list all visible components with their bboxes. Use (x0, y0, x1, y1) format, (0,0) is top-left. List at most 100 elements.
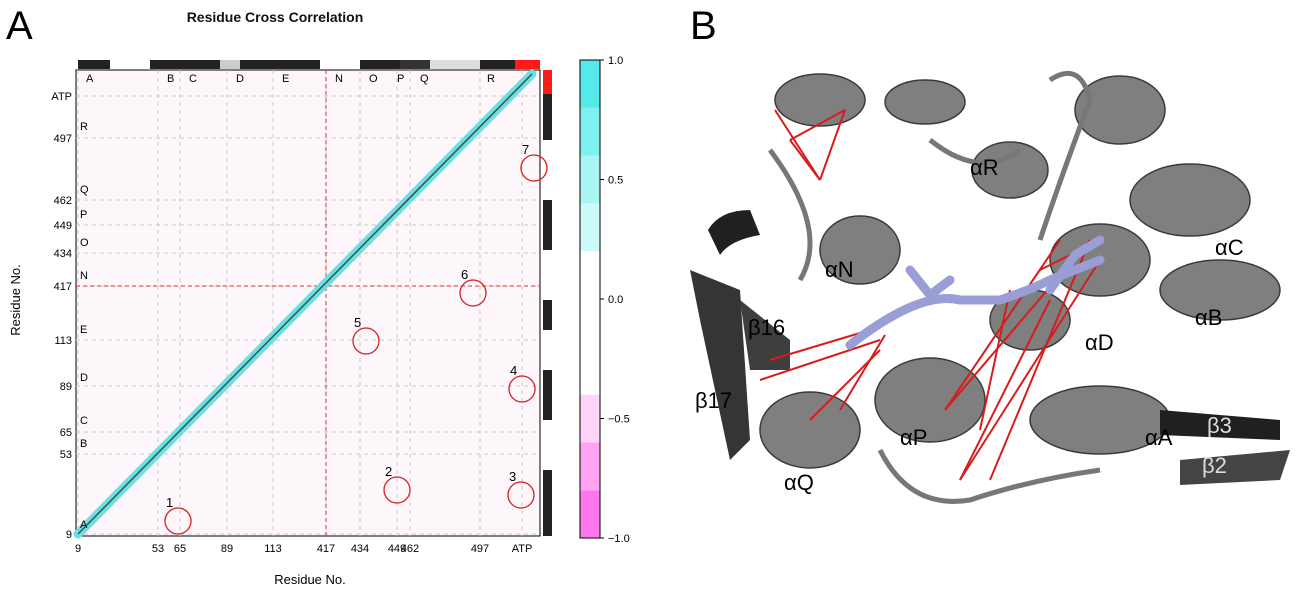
strand-shape (1160, 410, 1280, 440)
colorbar-segment (580, 60, 600, 108)
marker-circle (352, 327, 380, 355)
x-axis-label: Residue No. (274, 572, 346, 587)
region-bar-segment (150, 60, 220, 69)
label-beta-17: β17 (695, 388, 732, 413)
contact-line (979, 289, 1011, 431)
contact-line (789, 109, 846, 141)
strand-shape (708, 210, 760, 255)
strand-shape (1180, 450, 1290, 485)
marker-circle (164, 507, 192, 535)
y-tick-label: 434 (54, 248, 72, 260)
region-bar-segment (480, 60, 515, 69)
region-bar-segment (543, 300, 552, 330)
marker-circle (507, 481, 535, 509)
y-tick-label: 449 (54, 220, 72, 232)
x-tick-label: 65 (174, 543, 186, 555)
diagonal-core (77, 73, 533, 535)
ligand-stick (845, 255, 1105, 350)
helix-shape (759, 391, 861, 469)
contact-line (959, 299, 1051, 481)
region-label: E (80, 324, 87, 336)
strand-shape (690, 270, 750, 460)
y-axis-label: Residue No. (8, 264, 23, 336)
x-tick-label: 417 (317, 543, 335, 555)
region-label: E (282, 73, 289, 85)
label-beta-3: β3 (1207, 413, 1232, 438)
region-label: Q (420, 73, 429, 85)
loop-shape (877, 448, 1101, 504)
marker-circle (508, 375, 536, 403)
loop-shape (1037, 70, 1093, 241)
helix-shape (971, 141, 1049, 199)
colorbar-tick-label: 0.0 (608, 294, 623, 306)
x-tick-label: 53 (152, 543, 164, 555)
label-alpha-a: αA (1145, 425, 1173, 450)
region-label: O (369, 73, 378, 85)
region-label: C (189, 73, 197, 85)
region-bar-segment (543, 70, 552, 94)
region-bar-segment (543, 250, 552, 300)
region-label: B (167, 73, 174, 85)
helix-shape (819, 215, 901, 285)
chart-title: Residue Cross Correlation (186, 9, 364, 25)
region-bar-segment (400, 60, 430, 69)
y-tick-label: 89 (60, 381, 72, 393)
region-label: N (80, 270, 88, 282)
marker-circle (383, 476, 411, 504)
y-tick-label: 65 (60, 427, 72, 439)
region-bar-segment (543, 470, 552, 536)
marker-label: 7 (522, 142, 529, 157)
region-label: D (80, 372, 88, 384)
colorbar-tick-label: −1.0 (608, 533, 630, 545)
x-tick-label: 9 (75, 543, 81, 555)
marker-label: 4 (510, 363, 517, 378)
contact-line (819, 109, 846, 181)
region-label: R (487, 73, 495, 85)
marker-circle (520, 154, 548, 182)
region-label: B (80, 438, 87, 450)
region-label: A (80, 519, 88, 531)
colorbar-segment (580, 442, 600, 491)
label-alpha-r: αR (970, 155, 999, 180)
colorbar-tick-label: 0.5 (608, 175, 623, 187)
region-bar-segment (360, 60, 400, 69)
y-tick-label: 53 (60, 449, 72, 461)
y-tick-label: 462 (54, 195, 72, 207)
loop-shape (928, 138, 1022, 166)
region-label: R (80, 121, 88, 133)
marker-label: 3 (509, 469, 516, 484)
helix-shape (1074, 75, 1166, 145)
ligand-stick (905, 265, 955, 302)
region-bar-segment (220, 60, 240, 69)
marker-circle (459, 279, 487, 307)
region-label: P (80, 209, 87, 221)
loop-shape (767, 148, 813, 282)
colorbar-segment (580, 203, 600, 252)
marker-label: 2 (385, 464, 392, 479)
region-bar-segment (430, 60, 480, 69)
region-bar-segment (320, 60, 360, 69)
x-tick-label: ATP (512, 543, 533, 555)
y-tick-label: 113 (54, 335, 72, 347)
helix-shape (774, 73, 866, 127)
colorbar-segment (580, 155, 600, 204)
colorbar-segment (580, 346, 600, 395)
contact-line (839, 334, 886, 411)
helix-shape (884, 79, 966, 125)
strand-shape (740, 300, 790, 370)
helix-shape (874, 357, 986, 443)
label-beta-2: β2 (1202, 453, 1227, 478)
x-tick-label: 89 (221, 543, 233, 555)
x-tick-label: 462 (401, 543, 419, 555)
ligand-stick (1045, 235, 1105, 295)
region-bar-segment (543, 330, 552, 370)
region-label: A (86, 73, 94, 85)
region-bar-segment (543, 94, 552, 140)
label-alpha-p: αP (900, 425, 927, 450)
colorbar-segment (580, 490, 600, 538)
region-label: P (397, 73, 404, 85)
contact-line (774, 109, 821, 181)
colorbar-tick-label: −0.5 (608, 414, 630, 426)
panel-label-b: B (690, 4, 717, 48)
